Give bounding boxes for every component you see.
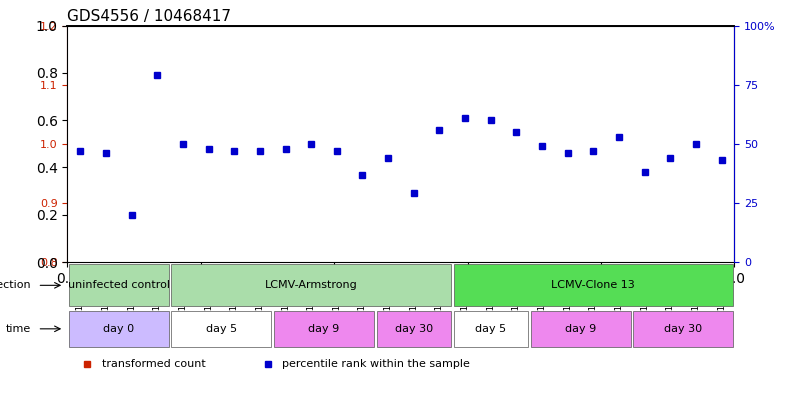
Bar (376, 26, 401, 262)
Bar (453, 26, 478, 262)
Text: time: time (6, 324, 31, 334)
Text: LCMV-Armstrong: LCMV-Armstrong (265, 280, 357, 290)
Bar (458, 138, 472, 262)
Bar (304, 159, 318, 262)
Bar (252, 176, 267, 262)
Bar (407, 203, 421, 262)
Bar (73, 162, 87, 262)
Bar (484, 126, 498, 262)
Bar (510, 159, 523, 262)
Bar (150, 58, 164, 262)
Text: day 5: day 5 (475, 324, 507, 334)
Bar (606, 26, 632, 262)
Bar (401, 26, 426, 262)
Text: day 30: day 30 (395, 324, 433, 334)
Bar (657, 26, 683, 262)
Bar (530, 26, 555, 262)
Bar (689, 176, 703, 262)
Bar (453, 264, 733, 306)
Bar (356, 176, 369, 262)
Text: transformed count: transformed count (102, 358, 206, 369)
Bar (612, 176, 626, 262)
Bar (453, 310, 528, 347)
Text: uninfected control: uninfected control (67, 280, 170, 290)
Bar (632, 26, 657, 262)
Bar (299, 26, 324, 262)
Bar (196, 26, 222, 262)
Bar (426, 26, 453, 262)
Text: infection: infection (0, 280, 31, 290)
Bar (433, 159, 446, 262)
Bar (172, 310, 272, 347)
Bar (535, 182, 549, 262)
Bar (69, 264, 169, 306)
Bar (478, 26, 503, 262)
Text: day 9: day 9 (565, 324, 596, 334)
Bar (683, 26, 709, 262)
Bar (145, 26, 170, 262)
Bar (99, 162, 113, 262)
Bar (530, 310, 630, 347)
Bar (170, 26, 196, 262)
Bar (202, 159, 216, 262)
Bar (172, 264, 451, 306)
Bar (503, 26, 530, 262)
Bar (272, 26, 299, 262)
Bar (709, 26, 734, 262)
Bar (222, 26, 247, 262)
Bar (349, 26, 376, 262)
Bar (227, 173, 241, 262)
Text: day 5: day 5 (206, 324, 237, 334)
Bar (330, 185, 344, 262)
Bar (247, 26, 272, 262)
Bar (93, 26, 119, 262)
Bar (555, 26, 580, 262)
Bar (67, 26, 93, 262)
Bar (125, 212, 139, 262)
Bar (580, 26, 606, 262)
Bar (274, 310, 374, 347)
Bar (561, 182, 575, 262)
Bar (633, 310, 733, 347)
Bar (376, 310, 451, 347)
Bar (69, 310, 169, 347)
Bar (715, 191, 729, 262)
Text: day 30: day 30 (664, 324, 702, 334)
Bar (638, 182, 652, 262)
Text: LCMV-Clone 13: LCMV-Clone 13 (552, 280, 635, 290)
Text: GDS4556 / 10468417: GDS4556 / 10468417 (67, 9, 232, 24)
Bar (119, 26, 145, 262)
Bar (324, 26, 349, 262)
Bar (381, 182, 395, 262)
Bar (663, 176, 677, 262)
Text: percentile rank within the sample: percentile rank within the sample (282, 358, 470, 369)
Bar (176, 165, 190, 262)
Bar (586, 224, 600, 262)
Bar (279, 176, 293, 262)
Text: day 0: day 0 (103, 324, 134, 334)
Text: day 9: day 9 (308, 324, 340, 334)
